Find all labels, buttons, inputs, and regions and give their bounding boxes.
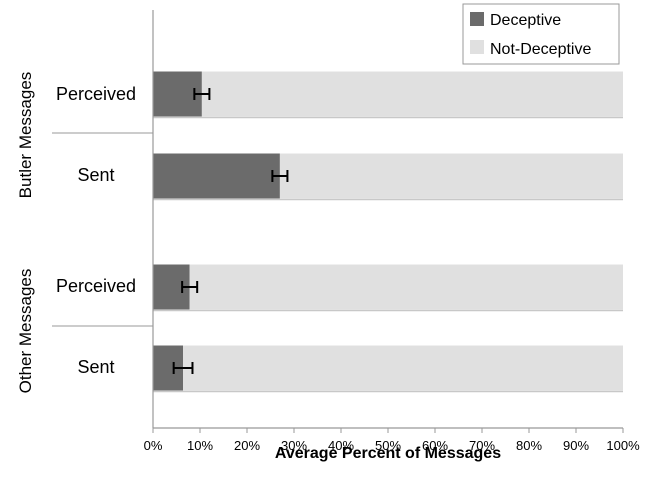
x-ticks: 0% 10% 20% 30% 40% 50% 60% 70% 80% 90% 100%: [144, 428, 640, 453]
error-bar-sent-3: [172, 362, 194, 374]
category-label-other-perceived: Perceived: [56, 276, 136, 296]
error-bar-perceived-0: [193, 88, 211, 100]
x-tick-label: 60%: [422, 438, 448, 453]
bar-not-deceptive-perceived-2: [189, 264, 623, 310]
error-bar-perceived-2: [181, 281, 199, 293]
legend-label-deceptive: Deceptive: [490, 12, 561, 29]
bars-layer: [153, 71, 623, 393]
x-tick-label: 40%: [328, 438, 354, 453]
error-bar-sent-1: [271, 170, 289, 182]
category-label-other-sent: Sent: [77, 357, 114, 377]
group-label-butler-messages: Butler Messages: [16, 72, 35, 199]
x-tick-label: 50%: [375, 438, 401, 453]
bar-deceptive-sent-1: [153, 153, 280, 199]
x-tick-label: 0%: [144, 438, 163, 453]
legend-swatch-deceptive: [470, 12, 484, 26]
x-tick-label: 80%: [516, 438, 542, 453]
x-tick-label: 100%: [606, 438, 640, 453]
x-tick-label: 30%: [281, 438, 307, 453]
bar-not-deceptive-sent-1: [279, 153, 623, 199]
bar-not-deceptive-perceived-0: [201, 71, 623, 117]
bar-not-deceptive-sent-3: [183, 345, 623, 391]
legend: Deceptive Not-Deceptive: [462, 3, 620, 65]
legend-swatch-not-deceptive: [470, 40, 484, 54]
x-tick-label: 20%: [234, 438, 260, 453]
legend-box: [462, 3, 620, 65]
x-tick-label: 10%: [187, 438, 213, 453]
category-label-butler-sent: Sent: [77, 165, 114, 185]
x-tick-label: 70%: [469, 438, 495, 453]
x-axis-title: Average Percent of Messages: [275, 445, 501, 462]
legend-label-not-deceptive: Not-Deceptive: [490, 41, 591, 58]
category-label-butler-perceived: Perceived: [56, 84, 136, 104]
group-label-other-messages: Other Messages: [16, 269, 35, 394]
x-tick-label: 90%: [563, 438, 589, 453]
